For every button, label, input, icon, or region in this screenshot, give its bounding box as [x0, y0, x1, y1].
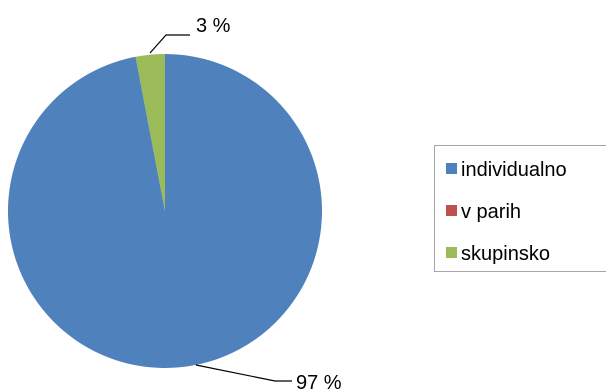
legend-entry-skupinsko: skupinsko: [446, 243, 550, 265]
legend-label-v-parih: v parih: [461, 201, 521, 223]
legend-swatch-skupinsko: [446, 247, 457, 258]
leader-line-skupinsko: [149, 34, 190, 54]
legend-label-individualno: individualno: [461, 159, 567, 181]
legend-entry-v-parih: v parih: [446, 201, 521, 223]
legend-swatch-v-parih: [446, 205, 457, 216]
legend-entry-individualno: individualno: [446, 159, 567, 181]
legend-label-skupinsko: skupinsko: [461, 243, 550, 265]
data-label-skupinsko: 3 %: [196, 15, 231, 37]
pie-slice-skupinsko: [135, 53, 165, 211]
data-label-individualno: 97 %: [296, 372, 342, 390]
pie-slices: [7, 53, 322, 368]
leader-line-individualno: [195, 364, 292, 382]
pie-slice-individualno: [7, 54, 322, 368]
legend-box: [434, 145, 606, 272]
legend: individualno v parih skupinsko: [434, 145, 606, 272]
legend-swatch-individualno: [446, 163, 457, 174]
